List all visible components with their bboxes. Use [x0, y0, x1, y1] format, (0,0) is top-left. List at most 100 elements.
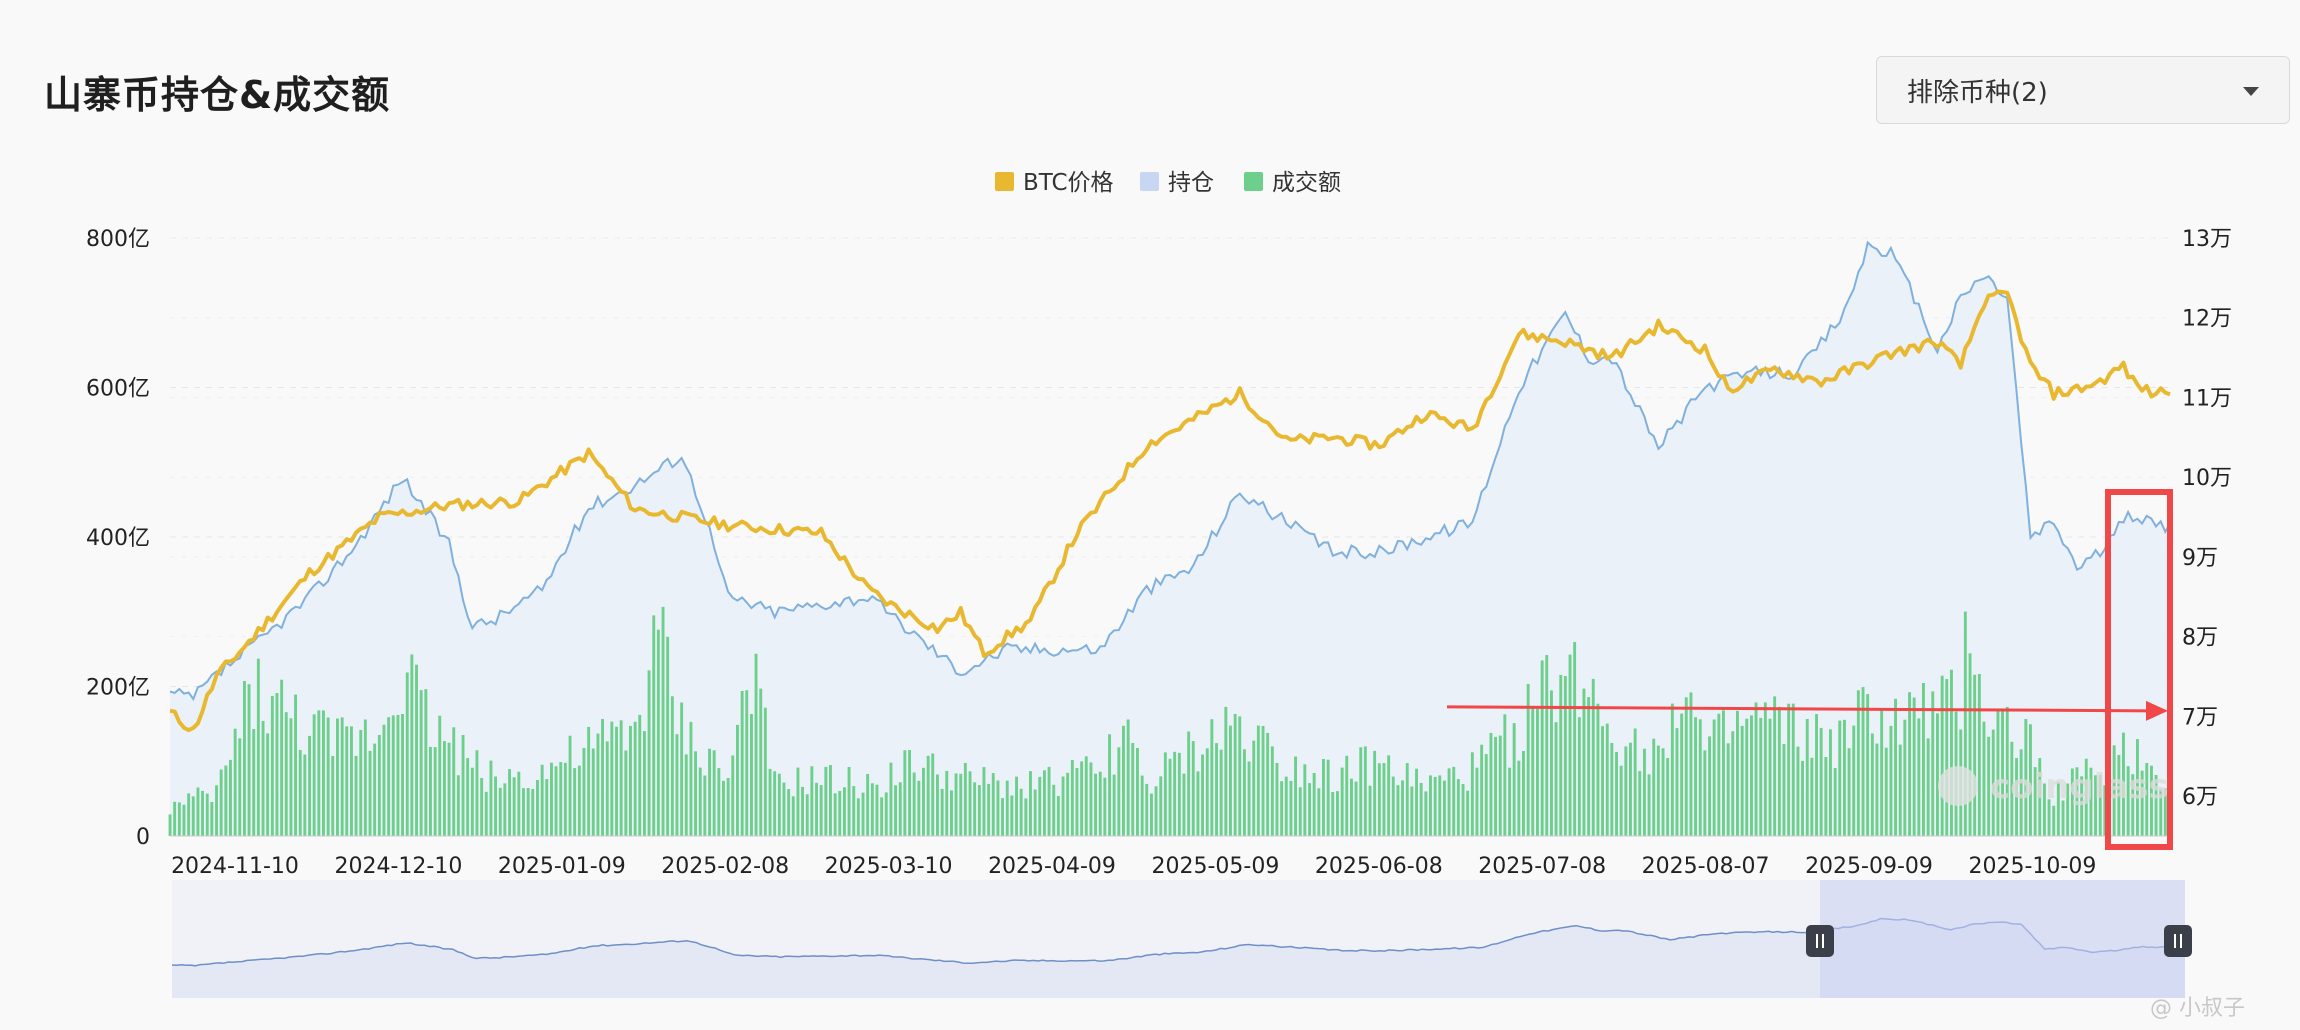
volume-bar — [1066, 772, 1070, 836]
volume-bar — [917, 780, 921, 836]
volume-bar — [2029, 724, 2032, 836]
volume-bar — [1456, 779, 1460, 836]
volume-bar — [1326, 759, 1330, 836]
volume-bar — [912, 772, 916, 836]
volume-bar — [605, 741, 609, 836]
y-right-tick-label: 6万 — [2182, 785, 2218, 810]
volume-bar — [2122, 732, 2125, 836]
volume-bar — [2126, 766, 2130, 836]
volume-bar — [931, 753, 935, 836]
volume-bar — [270, 695, 274, 836]
coinglass-logo-icon — [1938, 766, 1978, 806]
volume-bar — [536, 780, 539, 836]
volume-bar — [1773, 696, 1777, 836]
volume-bar — [1182, 773, 1186, 836]
volume-bar — [945, 770, 949, 836]
volume-bar — [512, 777, 516, 836]
volume-bar — [522, 788, 525, 836]
volume-bar — [1201, 754, 1204, 836]
volume-bar — [308, 735, 311, 836]
volume-bar — [173, 801, 177, 836]
volume-bar — [205, 793, 209, 836]
volume-bar — [336, 718, 339, 836]
volume-bar — [2089, 767, 2093, 836]
volume-bar — [429, 746, 432, 836]
volume-bar — [773, 771, 777, 836]
volume-bar — [591, 748, 595, 836]
volume-bar — [703, 775, 707, 836]
volume-bar — [563, 762, 567, 836]
navigator-handle[interactable] — [1806, 925, 1834, 957]
volume-bar — [2005, 706, 2009, 836]
volume-bar — [475, 750, 479, 836]
volume-bar — [1573, 642, 1577, 836]
volume-bar — [629, 725, 632, 836]
volume-bar — [647, 670, 651, 836]
volume-bar — [1522, 751, 1525, 836]
volume-bar — [545, 779, 549, 836]
volume-bar — [1652, 738, 1656, 836]
volume-bar — [1005, 780, 1009, 836]
exclude-coins-dropdown[interactable]: 排除币种(2) — [1876, 56, 2290, 124]
volume-bar — [1108, 734, 1111, 836]
volume-bar — [1029, 771, 1032, 836]
volume-bar — [1480, 744, 1484, 836]
volume-bar — [531, 788, 535, 836]
volume-bar — [229, 759, 232, 836]
volume-bar — [977, 785, 981, 836]
volume-bar — [982, 767, 986, 836]
volume-bar — [187, 793, 191, 836]
volume-bar — [1494, 736, 1497, 836]
volume-bar — [2084, 758, 2088, 836]
volume-bar — [1001, 798, 1004, 836]
volume-bar — [903, 750, 907, 836]
volume-bar — [675, 734, 679, 836]
navigator-selection — [1820, 880, 2185, 998]
volume-bar — [1601, 726, 1604, 836]
volume-bar — [1526, 683, 1530, 836]
volume-bar — [1489, 732, 1493, 836]
volume-bar — [1922, 683, 1925, 836]
volume-bar — [1019, 788, 1023, 836]
volume-bar — [1791, 703, 1795, 836]
volume-bar — [643, 731, 646, 836]
volume-bar — [2145, 763, 2149, 836]
volume-bar — [1098, 771, 1102, 836]
x-tick-label: 2025-05-09 — [1151, 854, 1279, 879]
volume-bar — [870, 783, 874, 836]
chevron-down-icon — [2243, 87, 2259, 96]
volume-bar — [233, 728, 237, 836]
volume-bar — [1354, 781, 1358, 836]
volume-bar — [1670, 703, 1674, 836]
volume-bar — [1401, 780, 1404, 836]
volume-bar — [1340, 767, 1344, 836]
oi-area — [170, 242, 2170, 836]
volume-bar — [908, 750, 911, 836]
volume-bar — [1280, 781, 1284, 836]
volume-bar — [1415, 768, 1418, 836]
volume-bar — [405, 672, 409, 836]
navigator-handle[interactable] — [2164, 925, 2192, 957]
volume-bar — [2131, 774, 2135, 836]
volume-bar — [740, 691, 744, 836]
volume-bar — [1675, 728, 1679, 836]
volume-bar — [661, 606, 665, 836]
volume-bar — [963, 763, 967, 836]
y-left-tick-label: 800亿 — [86, 227, 150, 252]
volume-bar — [410, 654, 414, 836]
volume-bar — [1024, 798, 1028, 836]
x-tick-label: 2024-11-10 — [171, 854, 299, 879]
volume-bar — [452, 727, 456, 836]
volume-bar — [1656, 745, 1660, 836]
annotation-arrow-head — [2146, 700, 2168, 721]
volume-bar — [1205, 748, 1209, 836]
x-tick-label: 2025-08-07 — [1642, 854, 1770, 879]
volume-bar — [1963, 611, 1967, 836]
volume-bar — [838, 791, 842, 836]
volume-bar — [1177, 752, 1181, 836]
volume-bar — [1587, 697, 1591, 836]
volume-bar — [1187, 731, 1191, 836]
volume-bar — [196, 787, 200, 836]
volume-bar — [540, 764, 544, 836]
volume-bar — [387, 717, 391, 836]
